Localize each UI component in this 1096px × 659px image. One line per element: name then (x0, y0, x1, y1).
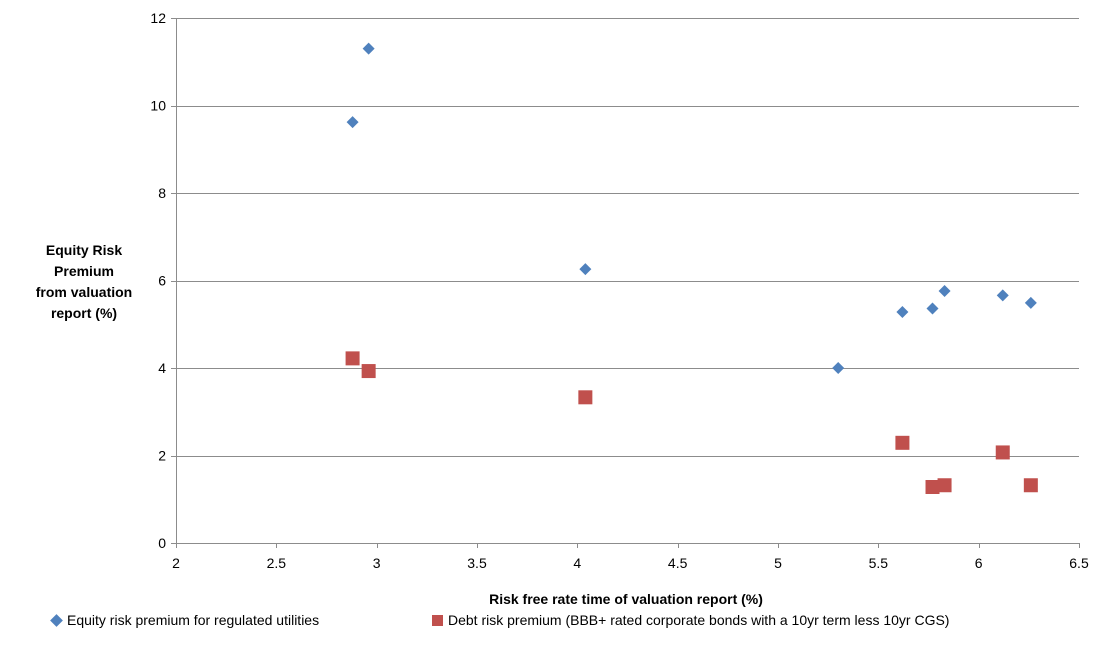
x-tick-labels: 2 2.5 3 3.5 4 4.5 5 5.5 6 6.5 (172, 555, 1089, 571)
equity-risk-premium-point (362, 42, 375, 55)
equity-risk-premium-point (579, 263, 592, 276)
equity-risk-premium-point (1024, 296, 1037, 309)
equity-risk-premium-point (346, 116, 359, 129)
x-tick-label: 2 (172, 555, 180, 571)
y-tick-label: 12 (150, 10, 166, 26)
x-tick-label: 6.5 (1069, 555, 1089, 571)
equity-risk-premium-point (926, 302, 939, 315)
y-axis-label-line: report (%) (50, 305, 118, 321)
equity-risk-premium-point (996, 289, 1009, 302)
equity-risk-premium-point (896, 306, 909, 318)
debt-risk-premium-point (1023, 478, 1038, 493)
y-axis-label-line: Equity Risk (45, 242, 123, 258)
legend-label: Debt risk premium (BBB+ rated corporate … (448, 612, 950, 628)
legend-label: Equity risk premium for regulated utilit… (67, 612, 320, 628)
x-tick-label: 5 (774, 555, 782, 571)
debt-risk-premium-point (995, 445, 1010, 460)
diamond-marker-icon (50, 613, 63, 627)
legend-item-debt[interactable]: Debt risk premium (BBB+ rated corporate … (432, 612, 949, 628)
x-tick-label: 6 (975, 555, 983, 571)
equity-risk-premium-point (832, 362, 845, 374)
x-tick-label: 5.5 (869, 555, 889, 571)
debt-risk-premium-point (345, 351, 360, 366)
gridlines (176, 18, 1079, 457)
x-tick-label: 3.5 (467, 555, 487, 571)
axes (171, 18, 1080, 548)
y-tick-label: 0 (158, 535, 166, 551)
debt-risk-premium-point (578, 390, 593, 405)
y-tick-label: 10 (150, 98, 166, 114)
y-axis-label-line: from valuation (35, 284, 133, 300)
x-axis-label: Risk free rate time of valuation report … (489, 591, 763, 607)
x-tick-label: 4.5 (668, 555, 688, 571)
legend-item-equity[interactable]: Equity risk premium for regulated utilit… (50, 612, 320, 628)
legend: Equity risk premium for regulated utilit… (0, 612, 1096, 636)
y-axis-label-line: Premium (54, 263, 114, 279)
data-points (345, 42, 1038, 494)
debt-risk-premium-point (925, 480, 940, 494)
x-tick-label: 3 (373, 555, 381, 571)
y-tick-labels: 0 2 4 6 8 10 12 (150, 10, 166, 551)
y-tick-label: 8 (158, 185, 166, 201)
x-tick-label: 2.5 (267, 555, 287, 571)
y-axis-label: Equity Risk Premium from valuation repor… (14, 240, 154, 324)
x-tick-label: 4 (573, 555, 581, 571)
debt-risk-premium-point (895, 435, 910, 450)
y-tick-label: 4 (158, 360, 166, 376)
y-tick-label: 2 (158, 448, 166, 464)
equity-risk-premium-point (938, 285, 951, 297)
square-marker-icon (432, 614, 443, 626)
y-tick-label: 6 (158, 273, 166, 289)
debt-risk-premium-point (937, 478, 952, 493)
debt-risk-premium-point (361, 364, 376, 379)
